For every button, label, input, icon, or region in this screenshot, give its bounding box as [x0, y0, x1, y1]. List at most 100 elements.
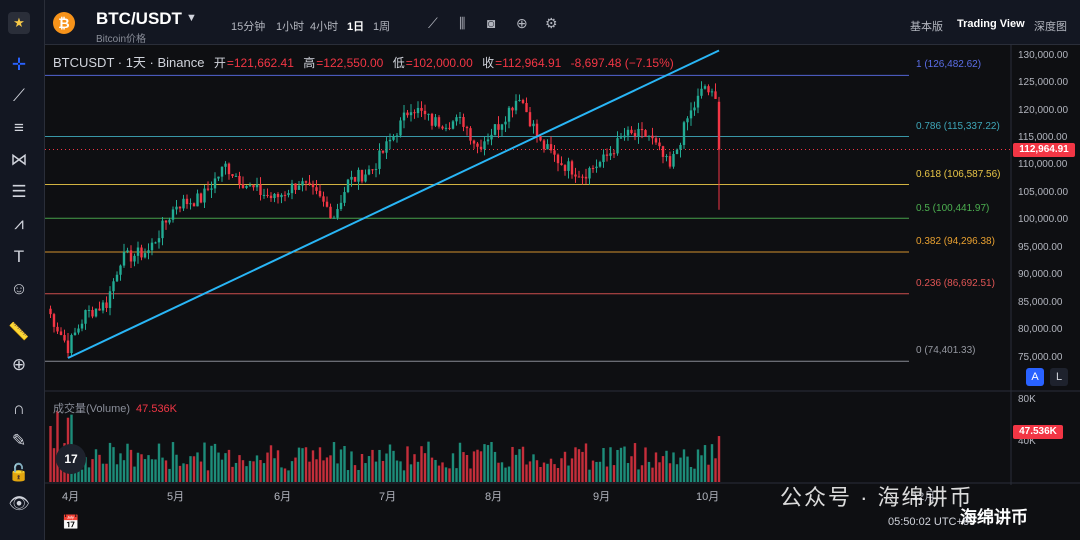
left-drawing-toolbar: ★ ✛ ⟋ ≡ ⋈ ☰ ⩘ T ☺ 📏 ⊕ ∩ ✎ 🔓 👁: [0, 0, 45, 540]
candle-body: [262, 194, 266, 196]
settings-icon[interactable]: ⚙: [545, 15, 558, 31]
volume-bar: [689, 466, 693, 482]
eye-icon[interactable]: 👁: [8, 494, 30, 513]
calendar-icon[interactable]: 📅: [62, 514, 80, 530]
candle-body: [602, 154, 605, 163]
emoji-icon[interactable]: ☺: [10, 279, 28, 298]
volume-bar: [360, 453, 364, 482]
volume-bar: [343, 446, 346, 482]
text-icon[interactable]: T: [13, 247, 25, 266]
candle-body: [654, 138, 658, 143]
volume-bar: [535, 460, 539, 482]
candle-body: [80, 323, 84, 329]
legend-low-label: 低: [392, 56, 405, 70]
legend-low: =102,000.00: [405, 56, 473, 70]
indicator-icon[interactable]: ⟋: [428, 15, 438, 31]
horizontal-lines-icon[interactable]: ≡: [14, 118, 24, 137]
candle-body: [77, 328, 80, 333]
candle-body: [360, 169, 364, 182]
screenshot-icon[interactable]: ◙: [487, 15, 496, 31]
candle-body: [647, 135, 651, 137]
forecast-icon[interactable]: ⩘: [14, 214, 24, 233]
volume-bar: [98, 454, 101, 482]
volume-bar: [640, 465, 644, 482]
fib-label-0382: 0.382 (94,296.38): [916, 236, 995, 247]
volume-bar: [311, 450, 315, 482]
tradingview-logo-icon: 17: [56, 444, 86, 474]
timeframe-1h[interactable]: 1小时: [276, 21, 305, 33]
magnet-icon[interactable]: ∩: [12, 399, 26, 418]
volume-bar: [472, 451, 476, 482]
candle-body: [700, 88, 703, 96]
volume-bar: [647, 461, 651, 482]
volume-bar: [532, 454, 535, 482]
candle-body: [59, 331, 63, 336]
volume-bar: [192, 456, 196, 482]
price-chart[interactable]: [45, 45, 1080, 540]
volume-bar: [444, 467, 448, 482]
candle-body: [182, 198, 185, 209]
volume-bar: [469, 468, 472, 482]
x-tick: 5月: [167, 491, 185, 503]
fib-icon[interactable]: ☰: [11, 182, 27, 201]
volume-bar: [717, 436, 721, 482]
candle-body: [686, 118, 689, 123]
volume-bar: [199, 461, 203, 482]
volume-bar: [381, 460, 385, 482]
candle-body: [175, 206, 178, 210]
auto-scale-button[interactable]: A: [1026, 368, 1044, 386]
candle-body: [308, 182, 311, 184]
candle-body: [290, 183, 294, 194]
legend-open-label: 开: [213, 56, 226, 70]
volume-bar: [577, 449, 581, 482]
candle-body: [374, 168, 378, 170]
candle-body: [392, 136, 395, 140]
symbol-title[interactable]: BTC/USDT: [96, 9, 182, 28]
candle-body: [486, 139, 490, 142]
volume-bar: [574, 447, 577, 482]
candle-body: [672, 153, 675, 167]
ruler-icon[interactable]: 📏: [8, 322, 30, 341]
view-basic[interactable]: 基本版: [910, 21, 943, 33]
candle-body: [192, 203, 196, 207]
volume-bar: [595, 461, 598, 482]
volume-bar: [119, 453, 122, 482]
candle-body: [605, 154, 609, 156]
volume-bar: [287, 470, 290, 482]
view-tradingview[interactable]: Trading View: [957, 18, 1025, 30]
timeframe-15m[interactable]: 15分钟: [231, 21, 266, 33]
chevron-down-icon[interactable]: ▼: [186, 12, 197, 24]
price-tick: 90,000.00: [1018, 269, 1063, 280]
volume-bar: [682, 449, 686, 482]
volume-bar: [91, 459, 94, 482]
candle-body: [577, 176, 581, 178]
volume-bar: [129, 449, 133, 482]
volume-bar: [234, 462, 238, 482]
candle-body: [280, 194, 283, 198]
lock-draw-icon[interactable]: ✎: [11, 431, 27, 450]
layout-icon[interactable]: ⫼: [459, 15, 466, 31]
volume-bar: [616, 449, 619, 482]
candle-body: [248, 185, 252, 187]
watermark-text: 公众号 · 海绵讲币: [780, 485, 974, 510]
volume-bar: [87, 467, 91, 482]
add-icon[interactable]: ⊕: [516, 15, 528, 31]
trendline-icon[interactable]: ⟋: [13, 86, 25, 105]
zoom-icon[interactable]: ⊕: [11, 355, 27, 374]
timeframe-1w[interactable]: 1周: [373, 21, 391, 33]
volume-bar: [570, 458, 574, 482]
volume-bar: [525, 464, 528, 482]
view-depth[interactable]: 深度图: [1034, 21, 1067, 33]
pattern-icon[interactable]: ⋈: [10, 150, 28, 169]
candle-body: [220, 166, 224, 177]
log-scale-button[interactable]: L: [1050, 368, 1068, 386]
timeframe-4h[interactable]: 4小时: [310, 21, 339, 33]
timeframe-1d[interactable]: 1日: [347, 21, 365, 33]
star-icon[interactable]: ★: [8, 12, 30, 34]
fib-label-0: 0 (74,401.33): [916, 345, 976, 356]
crosshair-icon[interactable]: ✛: [11, 55, 27, 74]
price-tick: 100,000.00: [1018, 214, 1069, 225]
candle-body: [245, 185, 248, 188]
volume-bar: [255, 455, 259, 482]
lock-icon[interactable]: 🔓: [8, 463, 30, 482]
